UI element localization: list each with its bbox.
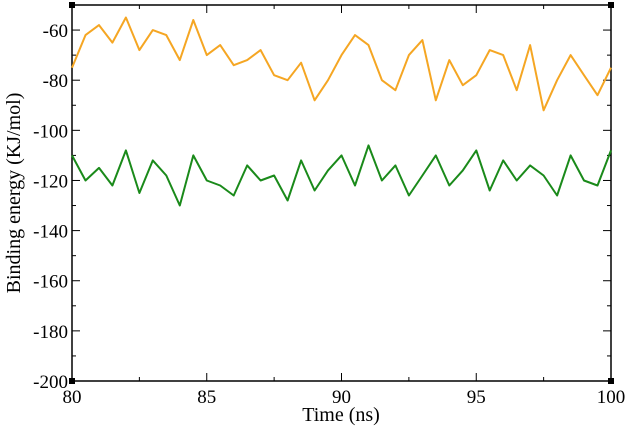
y-tick-label: -180: [33, 322, 68, 343]
x-tick-label: 90: [332, 387, 351, 408]
y-tick-label: -160: [33, 272, 68, 293]
y-tick-label: -60: [43, 21, 68, 42]
x-tick-label: 95: [467, 387, 486, 408]
series-line-1: [71, 16, 612, 112]
y-tick-label: -120: [33, 171, 68, 192]
y-tick-label: -80: [43, 71, 68, 92]
x-tick-label: 100: [597, 387, 626, 408]
corner-handle-top-left: [69, 2, 75, 8]
corner-handle-top-right: [608, 2, 614, 8]
y-tick-label: -200: [33, 372, 68, 393]
series-line-2: [71, 144, 612, 207]
y-axis-ticks: -200 -180 -160 -140 -120 -100 -80 -60: [33, 4, 611, 393]
series-layer: [71, 16, 612, 207]
x-tick-label: 80: [63, 387, 82, 408]
y-tick-label: -100: [33, 121, 68, 142]
x-axis-ticks: 80 85 90 95 100: [63, 5, 626, 408]
y-tick-label: -140: [33, 222, 68, 243]
plot-frame: [71, 4, 612, 382]
x-axis-title: Time (ns): [302, 404, 380, 426]
y-axis-title: Binding energy (KJ/mol): [3, 93, 25, 294]
corner-handle-bottom-right: [608, 378, 614, 384]
corner-handle-bottom-left: [69, 378, 75, 384]
x-tick-label: 85: [197, 387, 216, 408]
